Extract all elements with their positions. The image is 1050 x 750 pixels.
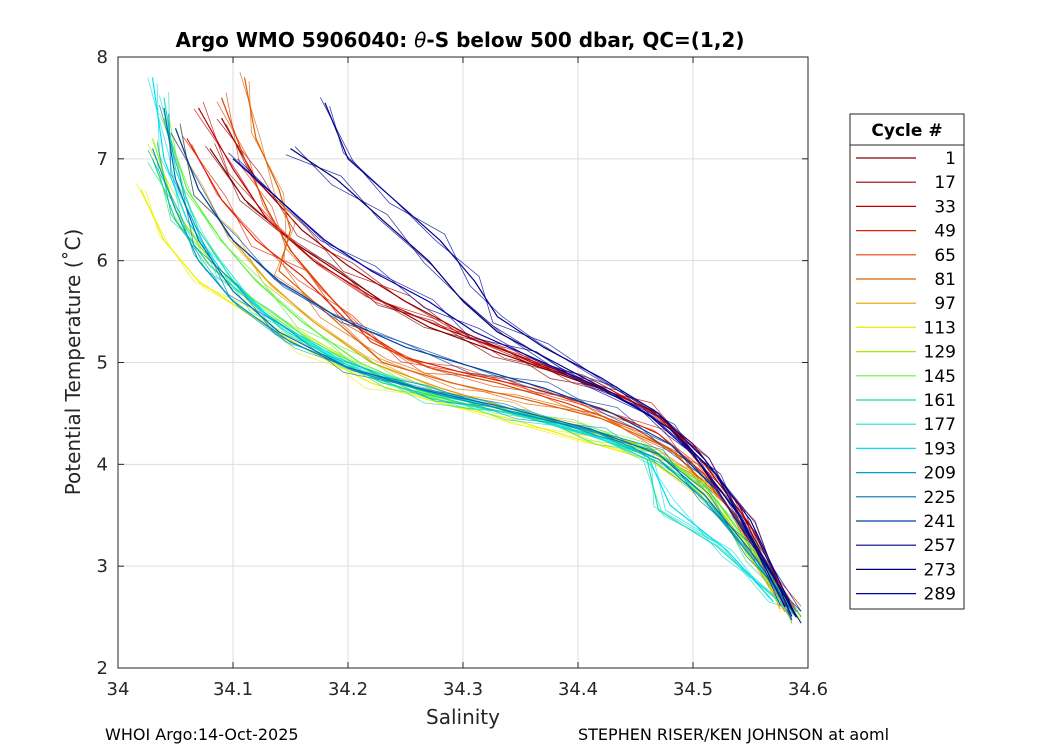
series-line-cycle-33-trace [202,101,781,602]
series-line-cycle-33-trace [193,108,790,609]
series-line-cycle-209 [151,148,797,618]
series-line-cycle-161-trace [147,162,793,612]
series-line-cycle-1 [209,148,798,618]
series-line-cycle-289-trace [228,152,790,602]
series-line-cycle-241-trace [170,132,793,617]
chart-title-prefix: Argo WMO 5906040: [176,28,415,52]
y-tick-label: 7 [97,149,108,170]
legend-label-81: 81 [934,270,956,290]
series-line-cycle-33 [197,107,786,608]
legend-label-193: 193 [924,439,956,459]
series-line-cycle-81-trace [248,81,790,602]
x-axis-label: Salinity [426,705,500,729]
y-axis: 2 3 4 5 6 7 8 [97,47,808,679]
x-tick-label: 34 [107,679,130,700]
chart-title: Argo WMO 5906040: θ-S below 500 dbar, QC… [176,28,745,52]
x-tick-label: 34.6 [788,679,828,700]
legend-label-257: 257 [924,536,956,556]
x-tick-label: 34.2 [328,679,368,700]
legend-label-225: 225 [924,488,956,508]
series-line-cycle-273 [290,148,798,618]
legend-label-129: 129 [924,343,956,363]
series-line-cycle-17-trace [225,123,793,624]
y-axis-label: Potential Temperature (˚C) [61,229,85,496]
series-line-cycle-209-trace [156,142,802,623]
x-tick-label: 34.3 [443,679,483,700]
legend-label-145: 145 [924,367,956,387]
series-line-cycle-49-trace [182,135,793,611]
x-tick-label: 34.1 [213,679,253,700]
y-tick-label: 8 [97,47,108,68]
legend-title: Cycle # [871,121,942,141]
series-line-cycle-177 [163,97,797,618]
series-line-cycle-225 [163,107,797,618]
legend-label-97: 97 [934,294,956,314]
series-line-cycle-225-trace [159,104,793,617]
series-line-cycle-49-trace [191,144,802,607]
y-tick-label: 3 [97,556,108,577]
series-line-cycle-257 [324,102,798,618]
chart-title-theta: θ [414,28,426,52]
series-line-cycle-145-trace [168,115,802,617]
legend-label-33: 33 [934,197,956,217]
series-line-cycle-209-trace [147,149,793,621]
series-line-cycle-161-trace [156,163,802,617]
legend-label-209: 209 [924,464,956,484]
series-line-cycle-257-trace [320,97,802,612]
legend-label-241: 241 [924,512,956,532]
legend-label-113: 113 [924,318,956,338]
y-tick-label: 5 [97,353,108,374]
legend-label-161: 161 [924,391,956,411]
series-line-cycle-97-trace [170,133,781,609]
legend-label-65: 65 [934,246,956,266]
y-tick-label: 2 [97,658,108,679]
y-tick-label: 4 [97,454,108,475]
series-group [136,72,802,624]
footer-right-credit: STEPHEN RISER/KEN JOHNSON at aoml [578,725,890,744]
chart-title-suffix: -S below 500 dbar, QC=(1,2) [426,28,744,52]
legend-label-49: 49 [934,222,956,242]
series-line-cycle-289-trace [237,158,781,607]
legend: Cycle # 1 17 33 49 65 81 97 113 129 145 161 177 193 2… [849,113,965,610]
y-tick-label: 6 [97,251,108,272]
series-line-cycle-129-trace [147,144,793,612]
legend-label-177: 177 [924,415,956,435]
legend-label-1: 1 [945,149,956,169]
legend-label-17: 17 [934,173,956,193]
series-line-cycle-81-trace [239,72,781,610]
legend-box [849,113,965,610]
x-tick-label: 34.4 [558,679,598,700]
footer-left-credit: WHOI Argo:14-Oct-2025 [105,725,299,744]
series-line-cycle-177-trace [168,92,793,620]
series-line-cycle-241-trace [179,123,802,624]
series-line-cycle-65-trace [225,92,802,624]
series-line-cycle-65-trace [216,101,793,617]
legend-label-273: 273 [924,560,956,580]
series-line-cycle-49 [186,138,798,613]
series-line-cycle-177-trace [159,95,802,612]
legend-label-289: 289 [924,585,956,605]
x-tick-label: 34.5 [673,679,713,700]
series-line-cycle-225-trace [168,113,802,612]
x-axis: 34 34.1 34.2 34.3 34.4 34.5 34.6 [107,57,828,700]
series-line-cycle-257-trace [329,106,793,620]
legend-items: 1 17 33 49 65 81 97 113 129 145 161 177 193 209 225 241… [856,149,956,605]
series-line-cycle-241 [174,128,798,618]
